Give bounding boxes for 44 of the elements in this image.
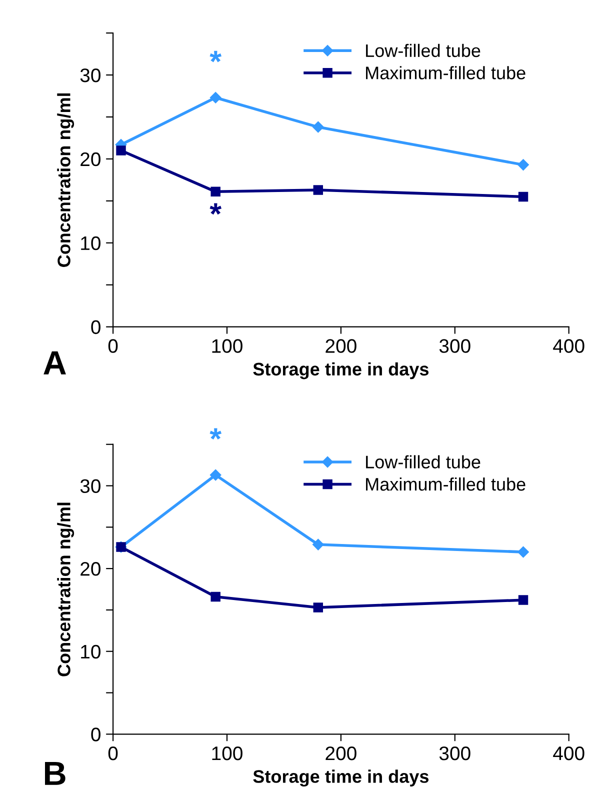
x-tick-label: 400 [553, 339, 584, 353]
x-tick-label: 0 [108, 746, 118, 760]
y-tick-label: 10 [81, 644, 100, 659]
y-tick-label: 20 [80, 152, 100, 166]
x-tick-label: 100 [212, 339, 242, 353]
x-axis-title: Storage time in days [253, 362, 428, 380]
legend-label: Low-filled tube [366, 455, 480, 468]
y-axis-title: Concentration ng/ml [57, 502, 74, 676]
y-tick-label: 0 [91, 728, 100, 742]
point [518, 159, 529, 170]
y-tick-label: 30 [80, 479, 100, 493]
point [312, 121, 324, 133]
text: B [45, 762, 66, 785]
text: * [210, 428, 222, 440]
annotation: * [210, 203, 222, 215]
point [312, 538, 324, 550]
y-tick-label: 10 [81, 236, 100, 250]
legend-label: Maximum-filled tube [366, 66, 526, 80]
x-tick-label: 200 [326, 339, 356, 353]
annotation: * [210, 50, 222, 62]
y-tick-label: 30 [80, 68, 100, 82]
point [210, 186, 220, 197]
legend-label: Maximum-filled tube [366, 477, 526, 491]
point [210, 92, 222, 104]
point [518, 192, 528, 202]
point [313, 185, 324, 195]
point [313, 602, 324, 612]
text: A [44, 351, 66, 374]
point [518, 546, 529, 558]
x-axis-title: Storage time in days [253, 770, 428, 787]
point [518, 595, 528, 605]
y-tick-label: 20 [80, 562, 100, 576]
point [210, 592, 220, 602]
x-tick-label: 300 [439, 746, 470, 760]
y-tick-label: 0 [91, 320, 100, 334]
x-tick-label: 400 [553, 746, 584, 760]
x-tick-label: 300 [439, 339, 470, 353]
x-tick-label: 0 [108, 339, 118, 353]
y-axis-title: Concentration ng/ml [57, 93, 74, 267]
x-tick-label: 100 [212, 746, 242, 760]
point [210, 469, 222, 481]
point [116, 146, 126, 156]
x-tick-label: 200 [326, 746, 356, 760]
legend-label: Low-filled tube [366, 44, 480, 58]
